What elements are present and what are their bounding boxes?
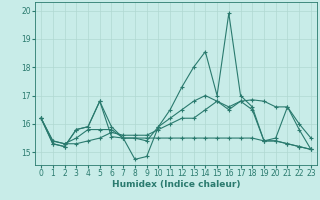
X-axis label: Humidex (Indice chaleur): Humidex (Indice chaleur) xyxy=(112,180,240,189)
